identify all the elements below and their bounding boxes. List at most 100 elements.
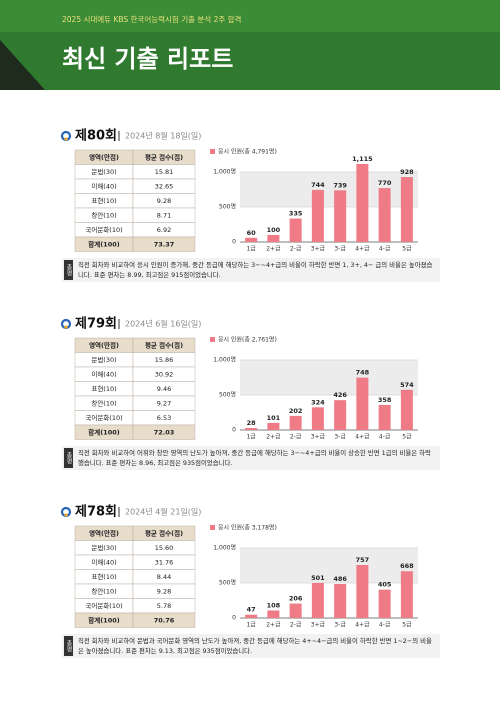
table-cell-text: 이해(40) — [91, 369, 116, 378]
value-label: 739 — [333, 181, 347, 189]
table-cell-text: 5.78 — [157, 602, 171, 610]
table-cell-text: 창안(10) — [91, 586, 116, 595]
separator — [118, 319, 120, 329]
value-label: 486 — [333, 575, 347, 583]
x-tick-label: 3+급 — [311, 622, 326, 629]
grid-band — [240, 360, 418, 395]
x-tick-label: 5급 — [402, 434, 412, 441]
bar — [245, 237, 258, 242]
x-tick-label: 1급 — [246, 246, 256, 253]
bar — [400, 389, 413, 430]
table-header: 영역(만점) — [89, 528, 119, 537]
value-label: 206 — [289, 595, 303, 603]
table-cell-text: 국어문화(10) — [85, 601, 122, 610]
x-tick-label: 4+급 — [355, 434, 370, 441]
summary-text: 직전 회차와 비교하여 문법과 국어문화 영역의 난도가 높아져, 중간 등급에… — [78, 637, 432, 655]
grid-band — [240, 172, 418, 207]
table-cell-text: 창안(10) — [91, 398, 116, 407]
value-label: 335 — [289, 210, 303, 218]
value-label: 100 — [267, 226, 281, 234]
value-label: 748 — [356, 369, 370, 377]
summary-box — [62, 446, 440, 470]
table-cell-text: 국어문화(10) — [85, 413, 122, 422]
value-label: 358 — [378, 396, 392, 404]
value-label: 574 — [400, 381, 414, 389]
legend-label: 응시 인원(총 4,791명) — [218, 148, 277, 156]
bar — [378, 589, 391, 618]
header-title: 최신 기출 리포트 — [62, 45, 233, 73]
table-header: 평균 점수(점) — [145, 528, 183, 537]
table-cell-text: 문법(30) — [91, 167, 116, 176]
table-cell-text: 6.53 — [157, 414, 171, 422]
summary-label: 총평 — [64, 260, 73, 280]
x-tick-label: 5급 — [402, 246, 412, 253]
bar — [334, 583, 347, 618]
table-cell — [132, 612, 196, 628]
round-icon-dot — [64, 513, 68, 517]
x-tick-label: 3-급 — [334, 246, 346, 253]
x-tick-label: 2+급 — [266, 434, 281, 441]
x-tick-label: 4-급 — [379, 434, 391, 441]
bar — [267, 422, 280, 430]
grid-band — [240, 548, 418, 583]
value-label: 47 — [247, 606, 256, 614]
value-label: 668 — [400, 562, 414, 570]
value-label: 744 — [311, 181, 325, 189]
separator — [118, 507, 120, 517]
table-cell-text: 이해(40) — [91, 557, 116, 566]
bar — [334, 190, 347, 242]
y-tick-label: 0 — [232, 427, 236, 434]
table-cell-text: 8.71 — [157, 211, 171, 219]
bar — [267, 610, 280, 618]
table-cell-text: 73.37 — [154, 240, 175, 248]
x-tick-label: 4-급 — [379, 622, 391, 629]
table-cell-text: 8.44 — [157, 573, 171, 581]
legend-swatch — [210, 337, 215, 342]
value-label: 324 — [311, 398, 325, 406]
x-tick-label: 3-급 — [334, 622, 346, 629]
bar — [289, 218, 302, 242]
y-tick-label: 1,000명 — [213, 544, 236, 552]
table-cell-text: 이해(40) — [91, 181, 116, 190]
summary-text: 직전 회차와 비교하여 어휘와 창안 영역의 난도가 높아져, 중간 등급에 해… — [78, 449, 431, 467]
y-tick-label: 500명 — [219, 203, 236, 211]
table-cell-text: 9.28 — [157, 587, 171, 595]
x-tick-label: 1급 — [246, 434, 256, 441]
bar — [356, 565, 369, 618]
x-tick-label: 4+급 — [355, 246, 370, 253]
table-cell-text: 문법(30) — [91, 543, 116, 552]
bar — [400, 177, 413, 242]
value-label: 928 — [400, 168, 414, 176]
bar — [311, 189, 324, 242]
bar — [289, 603, 302, 618]
table-cell-text: 31.76 — [155, 558, 174, 566]
x-tick-label: 3+급 — [311, 434, 326, 441]
table-cell-text: 6.92 — [157, 226, 171, 234]
round-date: 2024년 8월 18일(일) — [125, 131, 201, 141]
table-cell-text: 표현(10) — [91, 573, 116, 581]
bar — [356, 163, 369, 242]
value-label: 501 — [311, 574, 325, 582]
x-tick-label: 2-급 — [290, 622, 302, 629]
summary-label: 총평 — [64, 636, 73, 656]
y-tick-label: 1,000명 — [213, 356, 236, 364]
x-tick-label: 2+급 — [266, 622, 281, 629]
value-label: 28 — [247, 419, 257, 427]
header-corner — [0, 40, 45, 90]
y-tick-label: 0 — [232, 239, 236, 246]
value-label: 757 — [356, 556, 370, 564]
legend-swatch — [210, 149, 215, 154]
bar — [400, 571, 413, 618]
table-header: 영역(만점) — [89, 152, 119, 161]
y-tick-label: 1,000명 — [213, 168, 236, 176]
table-cell — [132, 236, 196, 252]
table-cell-text: 9.27 — [157, 399, 171, 407]
table-cell-text: 표현(10) — [91, 385, 116, 393]
x-tick-label: 3-급 — [334, 434, 346, 441]
summary-text: 직전 회차와 비교하여 응시 인원이 증가해, 중간 등급에 해당하는 3−~4… — [78, 261, 433, 279]
table-cell-text: 30.92 — [155, 370, 174, 378]
round-date: 2024년 6월 16일(일) — [125, 319, 201, 329]
table-cell — [132, 424, 196, 440]
